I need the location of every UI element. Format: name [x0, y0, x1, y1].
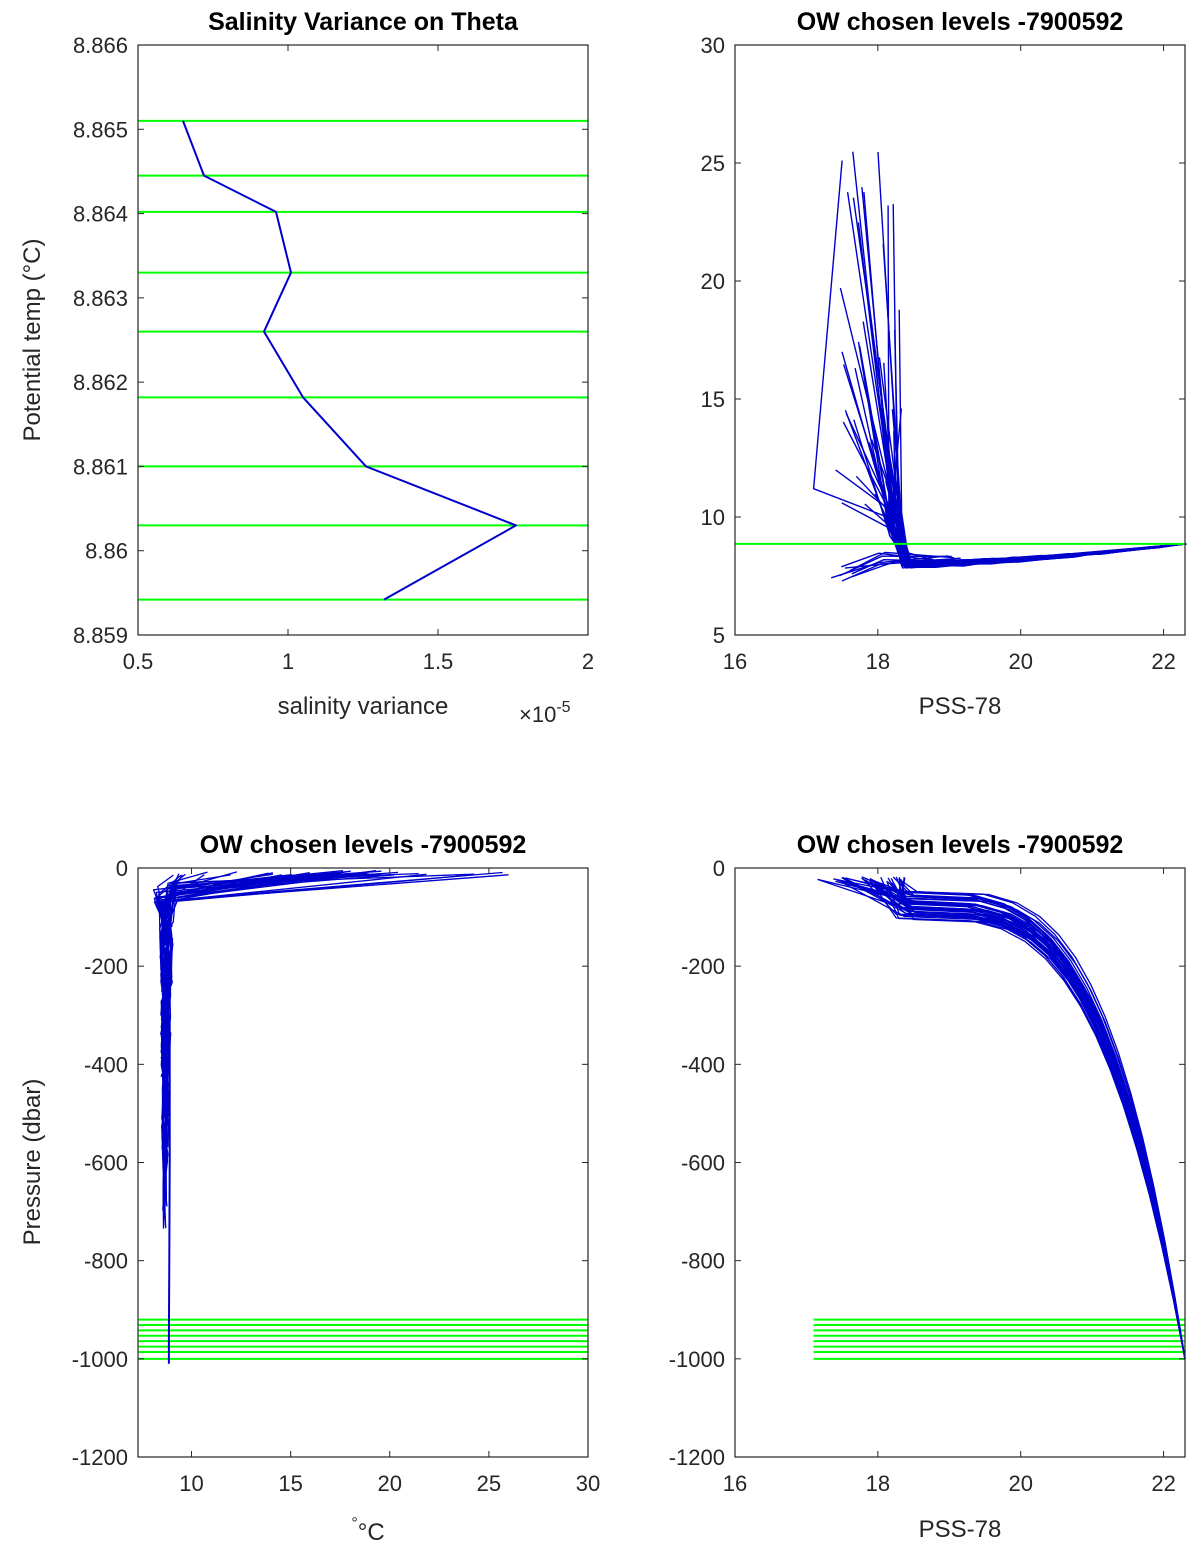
- y-tick-label: 10: [701, 505, 725, 530]
- y-tick-label: -200: [84, 954, 128, 979]
- x-tick-label: 16: [723, 1471, 747, 1496]
- y-tick-label: -1200: [72, 1445, 128, 1470]
- x-tick-label: 20: [378, 1471, 402, 1496]
- y-tick-label: 15: [701, 387, 725, 412]
- y-tick-label: 8.866: [73, 33, 128, 58]
- axis-ticks: 10 15 20 25 30 0 -200 -400 -600 -800 -1000 -1200: [72, 856, 601, 1496]
- plot-content: [735, 151, 1187, 582]
- axis-ticks: 16 18 20 22 5 10 15 20 25 30: [701, 33, 1185, 674]
- axis-ticks: 0.5 1 1.5 2 8.859 8.86 8.861 8.862 8.863 8.864 8.8…: [73, 33, 594, 674]
- x-tick-label: 1: [282, 649, 294, 674]
- temperature-profile: [156, 873, 186, 1148]
- temperature-profile: [159, 871, 503, 1153]
- temperature-profile: [167, 1015, 171, 1364]
- y-tick-label: 25: [701, 151, 725, 176]
- x-axis-label: salinity variance: [278, 693, 449, 720]
- x-tick-label: 1.5: [423, 649, 454, 674]
- panel-title: OW chosen levels -7900592: [797, 831, 1124, 859]
- x-tick-label: 10: [179, 1471, 203, 1496]
- x-tick-label: 20: [1008, 649, 1032, 674]
- y-tick-label: -1000: [669, 1347, 725, 1372]
- axes-box: [137, 44, 589, 636]
- plot-content: [138, 119, 588, 601]
- y-axis-label: Potential temp (°C): [19, 238, 46, 441]
- panel-salinity-variance: Salinity Variance on Theta 0.5 1 1.5 2 8.859…: [19, 8, 594, 727]
- theta-salinity-profile: [839, 555, 952, 577]
- theta-salinity-profile: [812, 160, 1186, 565]
- y-tick-label: 8.859: [73, 623, 128, 648]
- y-tick-label: 0: [713, 856, 725, 881]
- salinity-profile: [871, 881, 1186, 1359]
- y-tick-label: 8.862: [73, 370, 128, 395]
- plot-content: [813, 876, 1186, 1360]
- x-tick-label: 22: [1151, 1471, 1175, 1496]
- y-tick-label: -1000: [72, 1347, 128, 1372]
- y-axis-label: Pressure (dbar): [19, 1079, 46, 1246]
- salinity-profile: [842, 876, 1186, 1359]
- y-tick-label: -800: [681, 1249, 725, 1274]
- x-tick-label: 0.5: [123, 649, 154, 674]
- y-tick-label: 8.861: [73, 454, 128, 479]
- axis-ticks: 16 18 20 22 0 -200 -400 -600 -800 -1000 -1200: [669, 856, 1185, 1496]
- y-tick-label: 8.86: [85, 539, 128, 564]
- y-tick-label: -200: [681, 954, 725, 979]
- x-tick-label: 18: [866, 649, 890, 674]
- y-tick-label: -400: [681, 1052, 725, 1077]
- plot-content: [138, 870, 588, 1364]
- y-tick-label: -600: [681, 1151, 725, 1176]
- panel-salinity-pressure: OW chosen levels -7900592 16 18 20 22 0 -200 -…: [669, 831, 1186, 1543]
- y-tick-label: 8.864: [73, 202, 128, 227]
- y-tick-label: 0: [116, 856, 128, 881]
- salinity-profile: [890, 877, 1186, 1359]
- x-exponent-label: ×10-5: [519, 699, 571, 727]
- panel-title: Salinity Variance on Theta: [208, 8, 519, 36]
- y-tick-label: 30: [701, 33, 725, 58]
- x-axis-label: PSS-78: [919, 1516, 1002, 1543]
- x-tick-label: 18: [866, 1471, 890, 1496]
- x-axis-label: °°C: [351, 1515, 384, 1546]
- panel-theta-salinity: OW chosen levels -7900592 16 18 20 22 5 10 15 2…: [701, 8, 1187, 720]
- y-tick-label: -400: [84, 1052, 128, 1077]
- salinity-variance-line: [182, 120, 517, 601]
- x-tick-label: 2: [582, 649, 594, 674]
- y-tick-label: 8.863: [73, 286, 128, 311]
- x-tick-label: 16: [723, 649, 747, 674]
- theta-salinity-profile: [841, 552, 937, 568]
- axes-box: [734, 44, 1186, 636]
- y-tick-label: -800: [84, 1249, 128, 1274]
- panel-title: OW chosen levels -7900592: [797, 8, 1124, 36]
- panel-title: OW chosen levels -7900592: [200, 831, 527, 859]
- panel-temperature-pressure: OW chosen levels -7900592 10 15 20 25 30 0 -20…: [19, 831, 600, 1546]
- y-tick-label: 8.865: [73, 117, 128, 142]
- y-tick-label: 5: [713, 623, 725, 648]
- temperature-profile: [160, 870, 376, 1211]
- x-tick-label: 30: [576, 1471, 600, 1496]
- salinity-profile: [861, 876, 1186, 1359]
- x-tick-label: 15: [278, 1471, 302, 1496]
- x-tick-label: 25: [477, 1471, 501, 1496]
- y-tick-label: -1200: [669, 1445, 725, 1470]
- x-tick-label: 20: [1008, 1471, 1032, 1496]
- x-tick-label: 22: [1151, 649, 1175, 674]
- y-tick-label: 20: [701, 269, 725, 294]
- y-tick-label: -600: [84, 1151, 128, 1176]
- x-axis-label: PSS-78: [919, 693, 1002, 720]
- temperature-profile: [160, 870, 344, 1059]
